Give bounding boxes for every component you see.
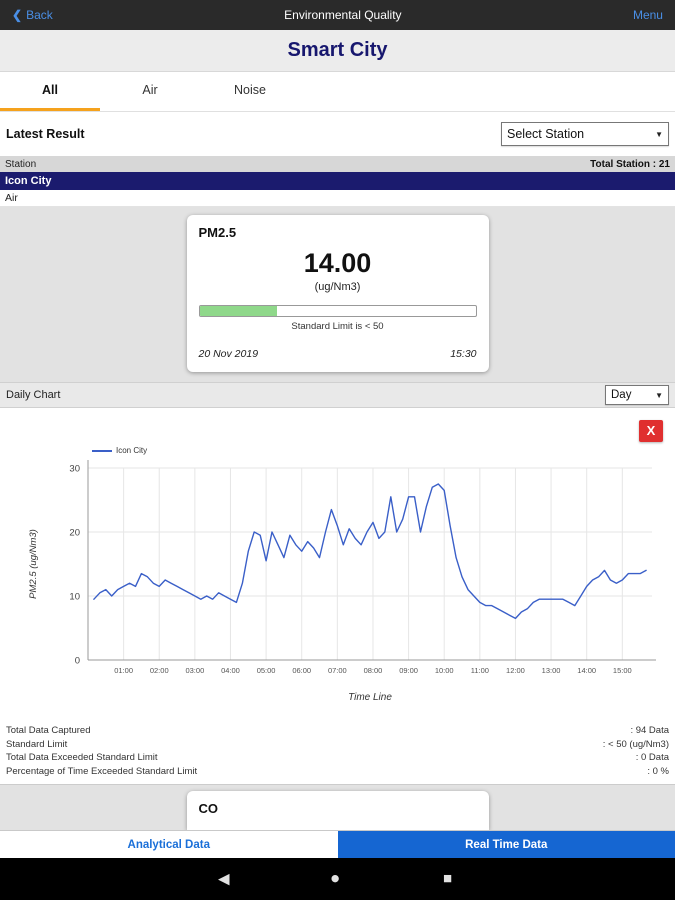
page-header: Smart City [0, 30, 675, 72]
app-title: Environmental Quality [284, 8, 402, 22]
measurement-card-area: PM2.5 14.00 (ug/Nm3) Standard Limit is <… [0, 207, 675, 382]
pm25-unit: (ug/Nm3) [314, 281, 361, 293]
divider [0, 784, 675, 785]
summary-label: Total Data Exceeded Standard Limit [6, 752, 158, 763]
tab-bar: All Air Noise [0, 72, 675, 112]
android-home-icon[interactable]: ● [330, 868, 341, 888]
summary-value: : 0 Data [635, 752, 669, 763]
chart-close-button[interactable]: X [639, 420, 663, 442]
svg-text:14:00: 14:00 [577, 666, 596, 675]
tab-air[interactable]: Air [142, 83, 158, 97]
total-station-count: Total Station : 21 [590, 158, 670, 170]
svg-text:0: 0 [75, 656, 80, 667]
analytical-data-button[interactable]: Analytical Data [0, 831, 338, 858]
category-label: Air [5, 192, 18, 204]
station-table-header: Station Total Station : 21 [0, 156, 675, 172]
svg-text:10: 10 [69, 592, 80, 603]
summary-row: Standard Limit : < 50 (ug/Nm3) [6, 738, 669, 752]
chart-summary: Total Data Captured : 94 Data Standard L… [0, 720, 675, 784]
summary-value: : 94 Data [630, 725, 669, 736]
android-navigation-bar: ◀ ● ■ [0, 858, 675, 900]
tab-noise[interactable]: Noise [234, 83, 266, 97]
summary-label: Standard Limit [6, 738, 68, 750]
menu-button[interactable]: Menu [632, 8, 663, 22]
summary-value: : 0 % [647, 765, 669, 777]
page-title: Smart City [287, 39, 388, 61]
svg-text:01:00: 01:00 [114, 666, 133, 675]
svg-text:20: 20 [69, 528, 80, 539]
pm25-card-title: PM2.5 [198, 225, 237, 240]
pm25-progress-fill [199, 306, 277, 316]
chevron-down-icon: ▼ [655, 390, 663, 400]
svg-text:07:00: 07:00 [328, 666, 347, 675]
chevron-down-icon: ▼ [655, 129, 663, 139]
svg-text:05:00: 05:00 [257, 666, 276, 675]
android-recents-icon[interactable]: ■ [443, 870, 453, 888]
svg-text:15:00: 15:00 [613, 666, 632, 675]
period-select[interactable]: Day ▼ [605, 385, 669, 405]
summary-row: Total Data Captured : 94 Data [6, 724, 669, 738]
back-chevron-icon: ❮ [12, 8, 23, 22]
station-name: Icon City [5, 175, 52, 187]
svg-text:06:00: 06:00 [292, 666, 311, 675]
daily-chart-row: Daily Chart Day ▼ [0, 382, 675, 408]
co-card-title: CO [198, 801, 219, 816]
pm25-progress-bar [198, 305, 477, 317]
svg-text:03:00: 03:00 [185, 666, 204, 675]
co-card-area: CO [0, 785, 675, 830]
svg-text:30: 30 [69, 464, 80, 475]
svg-text:PM2.5 (ug/Nm3): PM2.5 (ug/Nm3) [28, 529, 39, 599]
pm25-card-footer: 20 Nov 2019 15:30 [199, 348, 477, 360]
legend-label: Icon City [116, 446, 148, 455]
standard-limit-text: Standard Limit is < 50 [291, 321, 384, 332]
svg-text:09:00: 09:00 [399, 666, 418, 675]
svg-text:04:00: 04:00 [221, 666, 240, 675]
latest-result-row: Latest Result Select Station ▼ [0, 112, 675, 156]
category-row: Air [0, 190, 675, 207]
svg-text:12:00: 12:00 [506, 666, 525, 675]
legend-line-swatch [92, 449, 112, 452]
bottom-action-bar: Analytical Data Real Time Data [0, 830, 675, 858]
daily-chart-label: Daily Chart [6, 389, 61, 401]
co-card: CO [186, 791, 489, 830]
summary-label: Total Data Captured [6, 725, 91, 736]
summary-row: Percentage of Time Exceeded Standard Lim… [6, 765, 669, 779]
svg-text:11:00: 11:00 [471, 666, 489, 675]
svg-text:Time Line: Time Line [348, 692, 392, 703]
summary-label: Percentage of Time Exceeded Standard Lim… [6, 765, 198, 777]
back-label: Back [26, 8, 53, 22]
measurement-date: 20 Nov 2019 [198, 348, 259, 360]
pm25-value: 14.00 [303, 248, 372, 278]
station-column-label: Station [5, 158, 37, 170]
latest-result-label: Latest Result [6, 127, 85, 141]
pm25-card: PM2.5 14.00 (ug/Nm3) Standard Limit is <… [186, 215, 489, 372]
measurement-time: 15:30 [450, 348, 477, 360]
real-time-data-button[interactable]: Real Time Data [337, 831, 675, 858]
pm25-line-chart: 01:00 02:00 03:00 04:00 05:00 06:00 07:00 08:00… [28, 460, 656, 703]
svg-text:10:00: 10:00 [435, 666, 454, 675]
period-select-value: Day [611, 389, 632, 401]
svg-text:02:00: 02:00 [150, 666, 169, 675]
svg-text:13:00: 13:00 [542, 666, 561, 675]
station-select[interactable]: Select Station ▼ [501, 122, 669, 146]
chart-container: Icon City X 01:00 02:00 03:00 04:00 05:00 06:… [0, 408, 675, 720]
android-back-icon[interactable]: ◀ [218, 870, 230, 888]
back-button[interactable]: ❮ Back [12, 8, 53, 22]
summary-value: : < 50 (ug/Nm3) [602, 738, 669, 750]
tab-all[interactable]: All [0, 72, 100, 111]
svg-text:08:00: 08:00 [364, 666, 383, 675]
top-app-bar: ❮ Back Environmental Quality Menu [0, 0, 675, 30]
chart-legend: Icon City [92, 446, 147, 455]
station-select-value: Select Station [507, 127, 585, 141]
station-row[interactable]: Icon City [0, 172, 675, 190]
summary-row: Total Data Exceeded Standard Limit : 0 D… [6, 751, 669, 765]
